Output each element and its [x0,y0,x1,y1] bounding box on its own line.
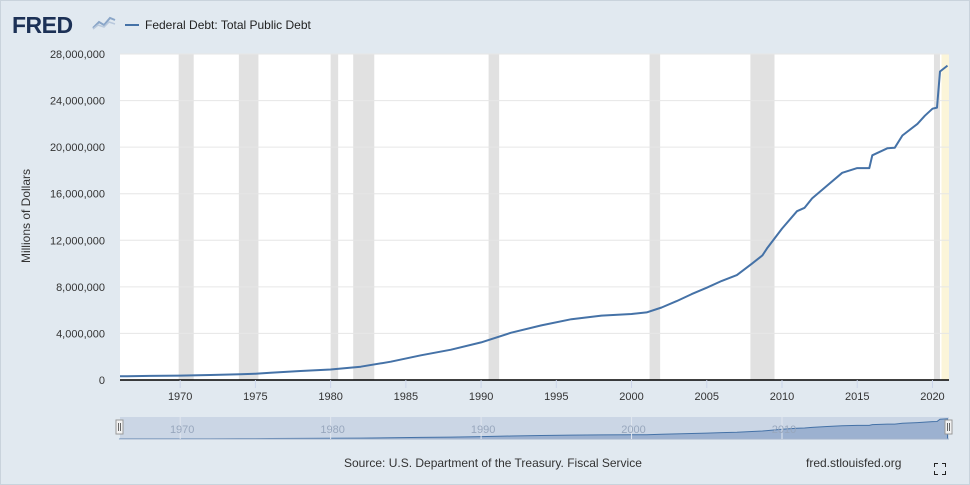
y-tick-label: 8,000,000 [56,282,105,294]
x-tick-label: 2020 [920,391,944,403]
x-tick-label: 1975 [243,391,267,403]
plot-area: 0 4,000,000 8,000,000 12,000,000 16,000,000 2… [50,49,949,403]
navigator-handle-left[interactable] [115,419,124,435]
fred-logo[interactable]: FRED [12,12,73,38]
recession-band [933,54,940,380]
series-line[interactable] [119,64,949,378]
recession-band [178,54,194,380]
source-note: Source: U.S. Department of the Treasury.… [344,456,642,470]
expand-icon[interactable] [934,463,946,475]
y-tick-label: 12,000,000 [50,235,105,247]
x-tick-label: 2010 [770,391,794,403]
legend-swatch [125,24,139,26]
recession-band [488,54,500,380]
legend-label: Federal Debt: Total Public Debt [145,18,311,32]
x-tick-label: 2000 [619,391,643,403]
recession-band [238,54,259,380]
y-tick-label: 28,000,000 [50,49,105,61]
y-tick-label: 16,000,000 [50,189,105,201]
navigator-tick-label: 2000 [621,424,645,436]
navigator-handle-right[interactable] [944,419,953,435]
handle-body [944,419,953,435]
recession-band [353,54,375,380]
handle-body [115,419,124,435]
x-tick-label: 2005 [695,391,719,403]
navigator-tick-label: 1970 [170,424,194,436]
y-tick-label: 4,000,000 [56,328,105,340]
x-tick-label: 2015 [845,391,869,403]
legend[interactable]: Federal Debt: Total Public Debt [125,17,311,33]
y-tick-label: 0 [99,375,105,387]
recession-band [330,54,339,380]
x-tick-label: 1980 [318,391,342,403]
site-link[interactable]: fred.stlouisfed.org [806,456,902,470]
highlight-band [941,54,949,380]
y-tick-label: 24,000,000 [50,96,105,108]
y-axis-title: Millions of Dollars [19,169,33,263]
navigator-tick-label: 1990 [471,424,495,436]
y-tick-label: 20,000,000 [50,142,105,154]
x-tick-label: 1995 [544,391,568,403]
x-tick-label: 1985 [394,391,418,403]
navigator-tick-label: 2010 [772,424,796,436]
navigator[interactable]: 1970 1980 1990 2000 2010 [115,417,953,440]
recession-band [649,54,661,380]
line-chart-icon [92,16,116,30]
navigator-series [119,418,948,440]
x-tick-label: 1990 [469,391,493,403]
x-tick-label: 1970 [168,391,192,403]
navigator-tick-label: 1980 [320,424,344,436]
recession-band [750,54,775,380]
